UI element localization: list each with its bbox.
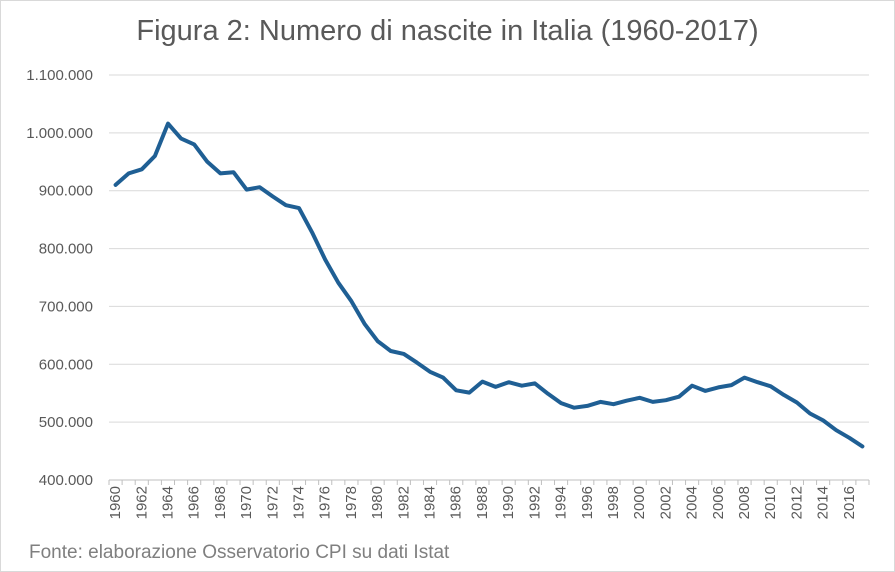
x-tick-label: 1976 [317, 486, 334, 519]
x-tick-label: 1964 [159, 486, 176, 519]
y-tick-label: 700.000 [39, 298, 93, 315]
x-tick-label: 1992 [526, 486, 543, 519]
x-tick-label: 1960 [107, 486, 124, 519]
y-tick-label: 1.100.000 [26, 67, 93, 84]
x-tick-label: 1990 [500, 486, 517, 519]
x-tick-label: 2002 [657, 486, 674, 519]
y-tick-label: 800.000 [39, 241, 93, 258]
x-tick-label: 1996 [579, 486, 596, 519]
y-tick-label: 400.000 [39, 472, 93, 489]
x-tick-label: 2010 [762, 486, 779, 519]
x-tick-label: 2006 [710, 486, 727, 519]
y-tick-label: 600.000 [39, 356, 93, 373]
x-tick-label: 2016 [841, 486, 858, 519]
x-tick-label: 1978 [343, 486, 360, 519]
x-tick-label: 1986 [448, 486, 465, 519]
x-tick-label: 1974 [291, 486, 308, 519]
chart-title: Figura 2: Numero di nascite in Italia (1… [136, 15, 759, 47]
series-line [113, 121, 865, 449]
x-tick-label: 1988 [474, 486, 491, 519]
x-tick-label: 1998 [605, 486, 622, 519]
x-tick-label: 1970 [238, 486, 255, 519]
x-tick-label: 1968 [212, 486, 229, 519]
y-tick-label: 500.000 [39, 414, 93, 431]
x-tick-label: 2000 [631, 486, 648, 519]
x-tick-label: 1972 [264, 486, 281, 519]
x-tick-label: 2008 [736, 486, 753, 519]
x-tick-label: 1980 [369, 486, 386, 519]
x-tick-label: 2012 [788, 486, 805, 519]
x-tick-label: 2014 [815, 486, 832, 519]
y-tick-label: 1.000.000 [26, 125, 93, 142]
x-tick-label: 1994 [553, 486, 570, 519]
x-tick-label: 1966 [186, 486, 203, 519]
x-tick-label: 1984 [422, 486, 439, 519]
x-tick-label: 1982 [395, 486, 412, 519]
x-tick-label: 2004 [684, 486, 701, 519]
source-note: Fonte: elaborazione Osservatorio CPI su … [29, 542, 450, 563]
x-tick-label: 1962 [133, 486, 150, 519]
y-tick-label: 900.000 [39, 183, 93, 200]
